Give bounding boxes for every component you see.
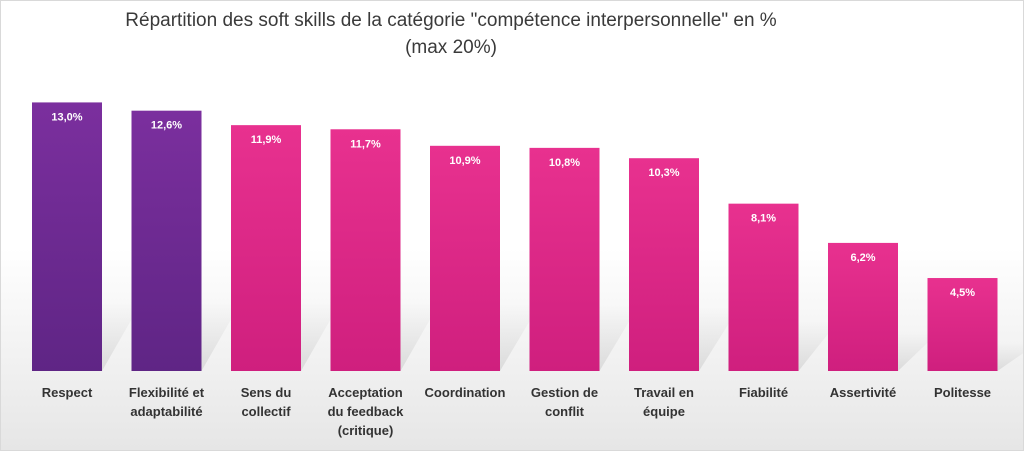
category-label-9: Politesse <box>934 385 991 400</box>
bar-9 <box>927 278 998 371</box>
data-label-5: 10,8% <box>549 157 580 169</box>
chart-title: Répartition des soft skills de la catégo… <box>1 7 901 61</box>
bar-6 <box>629 158 699 371</box>
bar-1 <box>131 110 202 372</box>
data-label-3: 11,7% <box>350 138 381 150</box>
category-label-5: Gestion de conflit <box>531 385 598 419</box>
bar-2 <box>231 125 301 371</box>
data-label-8: 6,2% <box>850 252 875 264</box>
category-label-1: Flexibilité et adaptabilité <box>129 385 205 419</box>
data-label-1: 12,6% <box>151 120 182 132</box>
category-label-2: Sens du collectif <box>241 385 292 419</box>
chart-title-line2: (max 20%) <box>405 37 497 58</box>
category-label-6: Travail en équipe <box>634 385 694 419</box>
data-label-2: 11,9% <box>251 134 282 146</box>
data-label-7: 8,1% <box>751 213 776 225</box>
category-label-8: Assertivité <box>830 385 896 400</box>
category-label-3: Acceptation du feedback (critique) <box>328 385 405 438</box>
category-label-7: Fiabilité <box>739 385 788 400</box>
bar-5 <box>529 147 600 371</box>
category-label-0: Respect <box>42 385 93 400</box>
data-label-4: 10,9% <box>449 155 480 167</box>
bar-3 <box>330 129 401 371</box>
bar-8 <box>828 242 898 371</box>
chart-title-line1: Répartition des soft skills de la catégo… <box>125 10 777 31</box>
data-label-0: 13,0% <box>51 111 82 123</box>
bar-7 <box>728 203 799 371</box>
data-label-6: 10,3% <box>648 167 679 179</box>
bar-4 <box>430 145 500 371</box>
data-label-9: 4,5% <box>950 287 975 299</box>
category-label-4: Coordination <box>425 385 506 400</box>
bar-0 <box>32 102 102 372</box>
